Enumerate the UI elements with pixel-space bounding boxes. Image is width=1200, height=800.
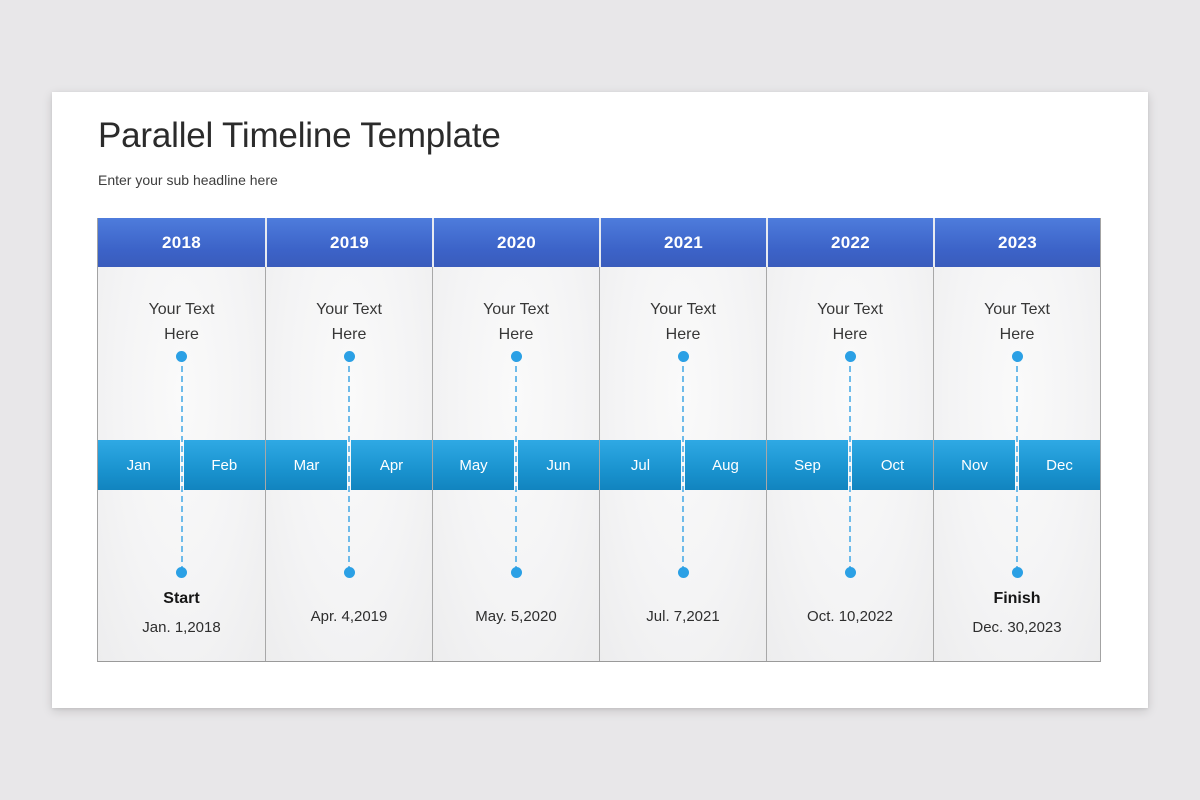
- milestone: Finish Dec. 30,2023: [938, 588, 1096, 638]
- milestone-date: Oct. 10,2022: [807, 608, 893, 625]
- lower-panel: Apr. 4,2019: [266, 490, 432, 661]
- year-header: 2019: [265, 218, 432, 267]
- month-cell: Apr: [351, 440, 432, 490]
- month-cell: Feb: [183, 440, 265, 490]
- milestone-date: Apr. 4,2019: [310, 608, 388, 625]
- text-placeholder: Your Text Here: [148, 301, 215, 343]
- year-body: Your Text Here Nov Dec Finish Dec. 30,20…: [933, 267, 1100, 661]
- timeline-table: 2018 Your Text Here Jan Feb Start Jan. 1…: [97, 218, 1101, 662]
- month-cell: Jun: [518, 440, 599, 490]
- month-cell: Mar: [266, 440, 347, 490]
- year-header: 2018: [98, 218, 265, 267]
- timeline-dot-upper: [510, 351, 522, 362]
- text-placeholder: Your Text Here: [650, 301, 716, 343]
- timeline-connector-line: [682, 356, 684, 572]
- year-header: 2020: [432, 218, 599, 267]
- upper-panel: Your Text Here: [433, 267, 599, 440]
- upper-panel: Your Text Here: [98, 267, 265, 440]
- year-body: Your Text Here May Jun May. 5,2020: [432, 267, 599, 661]
- text-placeholder: Your Text Here: [316, 301, 382, 343]
- milestone-date: May. 5,2020: [475, 608, 557, 625]
- months-row: Sep Oct: [767, 440, 933, 490]
- text-placeholder: Your Text Here: [483, 301, 549, 343]
- milestone-label: Finish: [993, 590, 1041, 607]
- milestone: Oct. 10,2022: [771, 598, 929, 627]
- timeline-dot-upper: [844, 351, 856, 362]
- month-cell: Nov: [934, 440, 1015, 490]
- timeline-dot-upper: [677, 351, 689, 362]
- lower-panel: Jul. 7,2021: [600, 490, 766, 661]
- timeline-dot-lower: [510, 567, 522, 578]
- timeline-connector-line: [348, 356, 350, 572]
- month-cell: May: [433, 440, 514, 490]
- months-row: Mar Apr: [266, 440, 432, 490]
- lower-panel: Start Jan. 1,2018: [98, 490, 265, 661]
- timeline-dot-lower: [1011, 567, 1023, 578]
- milestone: Jul. 7,2021: [604, 598, 762, 627]
- year-column-2022: 2022 Your Text Here Sep Oct Oct. 10,2022: [766, 218, 933, 661]
- timeline-dot-upper: [343, 351, 355, 362]
- slide-card: Parallel Timeline Template Enter your su…: [52, 92, 1148, 708]
- year-column-2021: 2021 Your Text Here Jul Aug Jul. 7,2021: [599, 218, 766, 661]
- months-row: Nov Dec: [934, 440, 1100, 490]
- timeline-connector-line: [180, 356, 183, 572]
- month-cell: Dec: [1019, 440, 1100, 490]
- month-cell: Jan: [98, 440, 180, 490]
- month-cell: Oct: [852, 440, 933, 490]
- text-placeholder: Your Text Here: [984, 301, 1050, 343]
- milestone: Apr. 4,2019: [270, 598, 428, 627]
- year-body: Your Text Here Jul Aug Jul. 7,2021: [599, 267, 766, 661]
- year-body: Your Text Here Jan Feb Start Jan. 1,2018: [98, 267, 265, 661]
- page-subtitle: Enter your sub headline here: [98, 172, 278, 188]
- year-body: Your Text Here Sep Oct Oct. 10,2022: [766, 267, 933, 661]
- upper-panel: Your Text Here: [600, 267, 766, 440]
- months-row: Jan Feb: [98, 440, 265, 490]
- year-header: 2022: [766, 218, 933, 267]
- lower-panel: Oct. 10,2022: [767, 490, 933, 661]
- milestone: Start Jan. 1,2018: [102, 588, 261, 638]
- milestone-date: Dec. 30,2023: [972, 619, 1062, 636]
- year-column-2018: 2018 Your Text Here Jan Feb Start Jan. 1…: [98, 218, 265, 661]
- lower-panel: Finish Dec. 30,2023: [934, 490, 1100, 661]
- text-placeholder: Your Text Here: [817, 301, 883, 343]
- timeline-connector-line: [849, 356, 851, 572]
- timeline-dot-upper: [1011, 351, 1023, 362]
- timeline-dot-lower: [343, 567, 355, 578]
- timeline-dot-lower: [677, 567, 689, 578]
- year-column-2023: 2023 Your Text Here Nov Dec Finish Dec. …: [933, 218, 1100, 661]
- month-cell: Jul: [600, 440, 681, 490]
- year-header: 2021: [599, 218, 766, 267]
- milestone-date: Jul. 7,2021: [646, 608, 720, 625]
- months-row: Jul Aug: [600, 440, 766, 490]
- lower-panel: May. 5,2020: [433, 490, 599, 661]
- timeline-dot-upper: [176, 351, 187, 362]
- timeline-connector-line: [1016, 356, 1018, 572]
- milestone-date: Jan. 1,2018: [142, 619, 221, 636]
- milestone-label: Start: [163, 590, 200, 607]
- year-column-2020: 2020 Your Text Here May Jun May. 5,2020: [432, 218, 599, 661]
- months-row: May Jun: [433, 440, 599, 490]
- year-header: 2023: [933, 218, 1100, 267]
- page-title: Parallel Timeline Template: [98, 116, 501, 155]
- timeline-dot-lower: [176, 567, 187, 578]
- month-cell: Sep: [767, 440, 848, 490]
- year-body: Your Text Here Mar Apr Apr. 4,2019: [265, 267, 432, 661]
- timeline-dot-lower: [844, 567, 856, 578]
- timeline-connector-line: [515, 356, 517, 572]
- upper-panel: Your Text Here: [767, 267, 933, 440]
- month-cell: Aug: [685, 440, 766, 490]
- upper-panel: Your Text Here: [266, 267, 432, 440]
- milestone: May. 5,2020: [437, 598, 595, 627]
- year-column-2019: 2019 Your Text Here Mar Apr Apr. 4,2019: [265, 218, 432, 661]
- upper-panel: Your Text Here: [934, 267, 1100, 440]
